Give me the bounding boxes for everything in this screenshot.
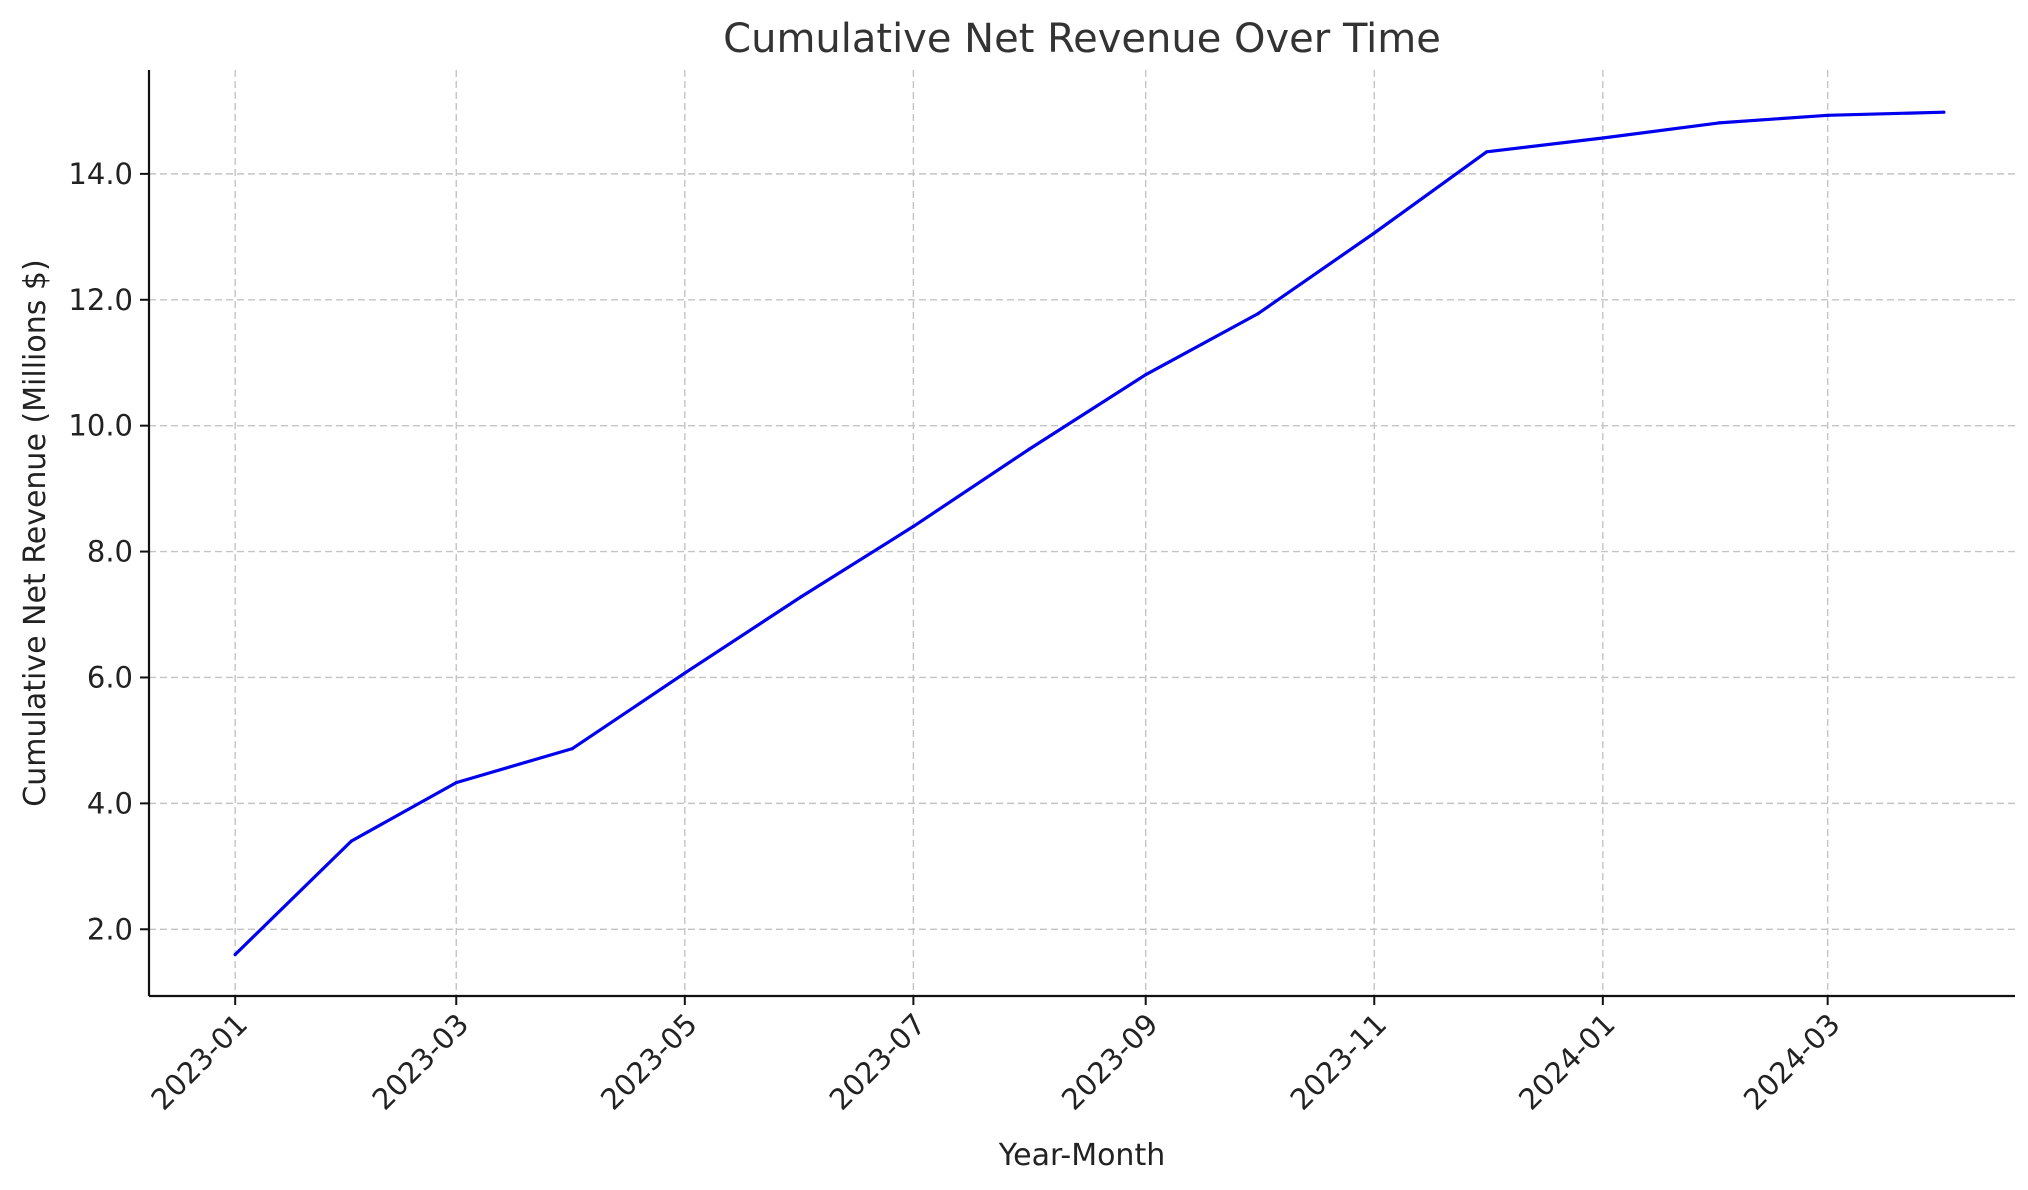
data-point xyxy=(233,952,237,957)
series-line xyxy=(233,110,1946,957)
data-point xyxy=(1027,447,1032,451)
x-tick-label: 2024-01 xyxy=(1512,1007,1622,1117)
y-axis-label: Cumulative Net Revenue (Millions $) xyxy=(18,259,53,806)
x-tick-label: 2023-09 xyxy=(1055,1007,1165,1117)
x-tick-label: 2023-03 xyxy=(365,1007,475,1117)
data-point xyxy=(1256,312,1260,316)
data-point xyxy=(1826,113,1830,117)
x-axis-ticks: 2023-01 2023-03 2023-05 2023-07 2023-09 2023-… xyxy=(144,996,1847,1117)
x-tick-label: 2023-05 xyxy=(594,1007,704,1117)
data-point xyxy=(799,595,803,599)
data-point xyxy=(1485,150,1489,154)
data-point xyxy=(349,839,353,843)
data-point xyxy=(570,747,575,751)
x-tick-label: 2024-03 xyxy=(1737,1007,1847,1117)
y-tick-label: 12.0 xyxy=(68,283,133,317)
data-point xyxy=(1372,231,1376,235)
data-point xyxy=(911,524,915,528)
data-point xyxy=(1144,373,1148,377)
x-tick-label: 2023-07 xyxy=(823,1007,933,1117)
x-tick-label: 2023-01 xyxy=(144,1007,254,1117)
series-layer xyxy=(233,110,1946,957)
y-tick-label: 10.0 xyxy=(68,409,133,443)
data-point xyxy=(1717,121,1721,125)
chart-title: Cumulative Net Revenue Over Time xyxy=(723,16,1441,62)
grid-lines xyxy=(149,70,2015,996)
x-axis-label: Year-Month xyxy=(998,1138,1165,1173)
data-point xyxy=(1942,110,1946,114)
y-tick-label: 6.0 xyxy=(87,660,133,694)
y-tick-label: 14.0 xyxy=(68,157,133,191)
data-point xyxy=(454,780,458,785)
x-tick-label: 2023-11 xyxy=(1283,1007,1393,1117)
y-tick-label: 4.0 xyxy=(87,786,133,820)
y-axis-ticks: 2.0 4.0 6.0 8.0 10.0 12.0 14.0 xyxy=(68,157,149,946)
data-point xyxy=(683,671,687,675)
data-point xyxy=(1601,136,1605,140)
y-tick-label: 8.0 xyxy=(87,535,133,569)
y-tick-label: 2.0 xyxy=(87,912,133,946)
